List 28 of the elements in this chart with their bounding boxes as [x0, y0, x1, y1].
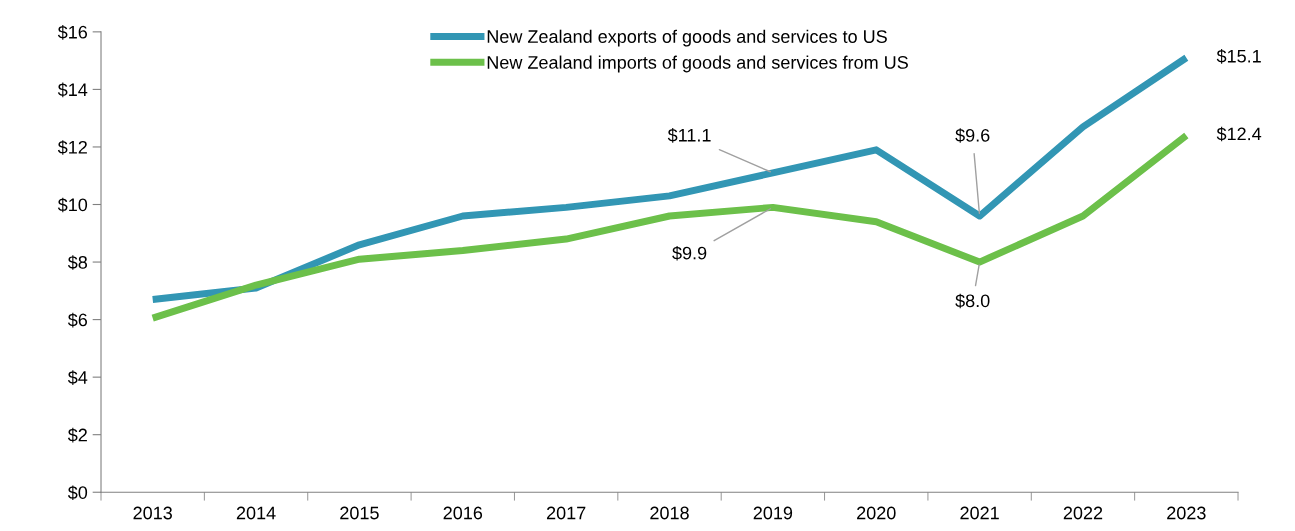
y-tick-label: $12	[57, 140, 87, 155]
x-tick-label: 2014	[236, 506, 276, 520]
y-tick-label: $0	[67, 485, 88, 501]
x-tick-label: 2018	[650, 506, 689, 520]
legend-label: New Zealand imports of goods and services from US	[487, 55, 908, 73]
y-tick-label: $2	[67, 427, 87, 443]
legend-label: New Zealand exports of goods and services to US	[487, 29, 887, 47]
y-tick-label: $14	[57, 82, 88, 98]
annotation: $9.6	[955, 128, 990, 143]
y-tick-label: $8	[67, 255, 88, 270]
y-tick-label: $4	[67, 370, 88, 385]
annotation: $8.0	[955, 293, 990, 309]
y-tick-label: $10	[57, 197, 88, 213]
x-tick-label: 2015	[340, 506, 379, 520]
x-tick-label: 2023	[1167, 506, 1206, 520]
x-tick-label: 2021	[960, 506, 999, 520]
x-tick-label: 2016	[443, 506, 483, 520]
annotation: $11.1	[667, 128, 711, 143]
y-tick-label: $16	[57, 25, 88, 40]
annotation: $9.9	[672, 245, 707, 261]
annotation: $12.4	[1216, 126, 1262, 142]
x-tick-label: 2022	[1063, 506, 1103, 520]
y-tick-label: $6	[67, 312, 88, 328]
x-tick-label: 2020	[857, 506, 896, 520]
x-tick-label: 2013	[133, 506, 172, 520]
x-tick-label: 2019	[753, 506, 793, 520]
x-tick-label: 2017	[546, 506, 586, 520]
annotation: $15.1	[1216, 49, 1261, 64]
